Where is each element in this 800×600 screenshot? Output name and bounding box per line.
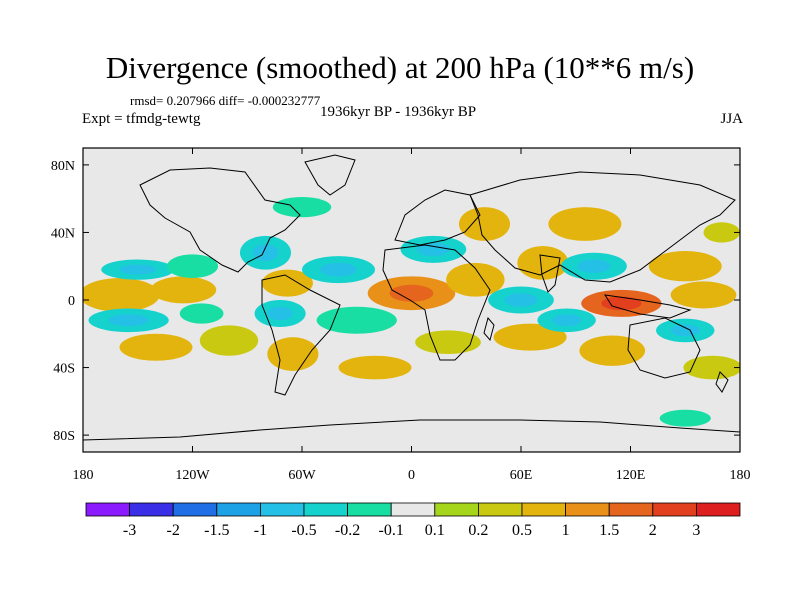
y-tick-label: 40S [53, 362, 75, 377]
field-core [137, 340, 175, 355]
field-core [274, 276, 301, 290]
colorbar-swatch [652, 502, 697, 517]
colorbar-swatch [696, 502, 741, 517]
field-core [460, 271, 490, 289]
field-region [316, 306, 397, 334]
colorbar-swatch [129, 502, 174, 517]
field-core [566, 215, 604, 233]
field-region [166, 254, 219, 279]
coast-greenland [304, 154, 356, 196]
colorbar-label: 0.2 [468, 522, 488, 539]
field-core [687, 288, 720, 302]
colorbar-swatch [303, 502, 348, 517]
colorbar-swatch [521, 502, 566, 517]
colorbar: -3 -2 -1.5 -1 -0.5 -0.2 -0.1 0.1 0.2 0.5 1 1.5 2 3 [85, 502, 741, 539]
x-tick-label: 180 [73, 468, 94, 483]
field-region [659, 409, 711, 427]
x-tick-label: 0 [408, 468, 415, 483]
colorbar-label: 0.5 [512, 522, 532, 539]
field-region [703, 222, 740, 243]
coast-africa [382, 244, 491, 361]
colorbar-swatch [216, 502, 261, 517]
coast-antarctica [83, 419, 740, 441]
x-tick-label: 60W [288, 468, 316, 483]
colorbar-swatch [477, 502, 523, 517]
field-core [595, 343, 629, 359]
season-label: JJA [720, 111, 743, 127]
divergence-field [83, 196, 740, 427]
field-core [280, 345, 306, 363]
colorbar-label: 3 [692, 522, 700, 539]
y-tick-label: 0 [68, 294, 75, 309]
colorbar-swatch [390, 502, 436, 517]
colorbar-swatch [434, 502, 479, 517]
field-core [552, 314, 582, 327]
field-core [166, 283, 200, 297]
period-label: 1936kyr BP - 1936kyr BP [320, 104, 477, 120]
field-core [471, 215, 498, 233]
coast-europe [394, 189, 481, 246]
field-core [389, 284, 434, 302]
colorbar-swatch [565, 502, 610, 517]
colorbar-label: 1 [562, 522, 570, 539]
x-tick-label: 120W [175, 468, 210, 483]
colorbar-label: -0.1 [379, 522, 404, 539]
field-core [511, 330, 549, 344]
field-region [179, 303, 224, 324]
colorbar-swatch [347, 502, 392, 517]
field-core [416, 242, 450, 257]
field-region [272, 196, 332, 218]
experiment-label: Expt = tfmdg-tewtg [82, 111, 201, 127]
colorbar-swatch [259, 502, 305, 517]
field-core [108, 314, 149, 327]
field-core [356, 361, 394, 374]
colorbar-label: 0.1 [425, 522, 445, 539]
colorbar-label: -1 [254, 522, 267, 539]
field-core [530, 254, 556, 272]
field-core [119, 264, 156, 275]
field-core [601, 296, 642, 311]
y-tick-label: 80N [51, 159, 75, 174]
coast-australia [627, 317, 701, 379]
colorbar-label: 2 [649, 522, 657, 539]
field-core [99, 286, 140, 304]
coastlines [83, 154, 740, 441]
stats-text: rmsd= 0.207966 diff= -0.000232777 [130, 93, 321, 108]
x-tick-label: 60E [510, 468, 533, 483]
colorbar-swatch [608, 502, 654, 517]
coast-new-zealand [715, 371, 729, 393]
colorbar-swatch [85, 502, 130, 517]
field-core [670, 324, 700, 337]
y-axis: 80N 40N 0 40S 80S [51, 159, 740, 444]
colorbar-label: -0.2 [335, 522, 360, 539]
colorbar-swatch [172, 502, 218, 517]
colorbar-label: -2 [167, 522, 180, 539]
coast-indonesia [603, 294, 692, 319]
field-core [320, 262, 357, 277]
y-tick-label: 80S [53, 429, 75, 444]
field-core [504, 293, 538, 307]
coast-asia [469, 171, 736, 283]
colorbar-label: -0.5 [291, 522, 316, 539]
field-region [415, 330, 481, 355]
field-region [199, 325, 259, 356]
chart-title: Divergence (smoothed) at 200 hPa (10**6 … [105, 50, 695, 85]
field-core [267, 306, 293, 321]
field-core [667, 258, 704, 274]
x-tick-label: 180 [730, 468, 751, 483]
y-tick-label: 40N [51, 226, 75, 241]
colorbar-label: 1.5 [599, 522, 619, 539]
colorbar-label: -3 [123, 522, 136, 539]
coast-south-america [261, 274, 341, 396]
coast-india [539, 254, 561, 293]
coast-madagascar [483, 316, 495, 342]
colorbar-label: -1.5 [204, 522, 229, 539]
field-core [577, 259, 611, 273]
field-region [683, 355, 740, 380]
coast-north-america [139, 167, 301, 273]
x-tick-label: 120E [616, 468, 646, 483]
x-axis: 180 120W 60W 0 60E 120E 180 [73, 148, 751, 483]
